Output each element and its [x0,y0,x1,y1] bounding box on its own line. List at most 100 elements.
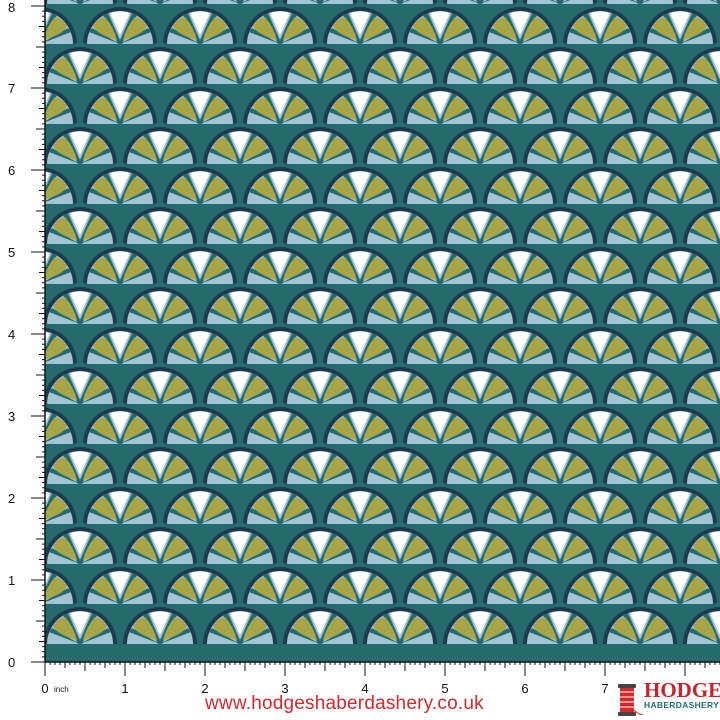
fan-motif [279,203,361,244]
fan-motif [439,523,521,564]
ruler-label: 0 [8,655,15,670]
fan-motif [479,3,561,44]
fan-motif [199,523,281,564]
fan-motif [679,283,720,324]
fan-motif [359,363,441,404]
fan-motif [479,403,561,444]
fan-motif [439,443,521,484]
fan-motif [119,363,201,404]
ruler-label: 4 [8,327,15,342]
fan-motif [319,483,401,524]
fan-motif [199,0,281,4]
fan-motif [199,603,281,644]
fan-motif [439,603,521,644]
fan-motif [79,83,161,124]
fan-motif [439,283,521,324]
fan-motif [45,43,121,84]
fan-motif [45,83,81,124]
fan-motif [679,43,720,84]
fan-motif [45,0,121,4]
fan-motif [199,363,281,404]
fan-motif [479,323,561,364]
fan-motif [439,123,521,164]
fan-motif [319,3,401,44]
fan-motif [519,443,601,484]
fan-motif [559,243,641,284]
fan-motif [519,43,601,84]
fan-motif [639,243,720,284]
fan-motif [159,3,241,45]
fan-motif [199,443,281,484]
fan-motif [119,523,201,564]
fan-motif [599,43,681,84]
fabric-swatch [45,0,720,662]
fan-motif [399,3,481,44]
ruler-label: 5 [8,245,15,260]
fan-motif [279,443,361,484]
fan-motif [359,123,441,164]
ruler-label: 2 [201,681,208,696]
fan-motif [559,83,641,124]
fan-motif [159,563,241,604]
fan-motif [359,283,441,324]
fan-motif [159,243,241,284]
fan-motif [279,603,361,644]
fan-motif [45,3,81,44]
fan-motif [79,403,161,444]
fan-motif [159,83,241,124]
fan-motif [239,163,321,204]
fan-motif [679,363,720,404]
fan-motif [359,523,441,564]
fan-motif [519,0,601,4]
ruler-label: 7 [8,81,15,96]
fan-motif [439,203,521,244]
fan-motif [319,563,401,604]
fan-motif [239,243,321,284]
fan-motif [45,363,121,404]
fan-motif [359,443,441,484]
ruler-label: 2 [8,491,15,506]
fan-motif [45,243,81,284]
fan-motif [199,43,281,84]
fan-motif [119,203,201,244]
fan-motif [239,323,321,364]
fan-motif [45,163,81,204]
fan-motif [639,83,720,124]
fan-motif [519,123,601,164]
thread-spool-icon [618,684,644,716]
fan-motif [319,83,401,124]
fan-motif [519,603,601,644]
fan-motif [159,483,241,524]
fan-motif [45,563,81,604]
fan-motif [159,323,241,364]
fan-motif [439,363,521,404]
fan-motif [639,163,720,204]
fan-motif [599,363,681,404]
fan-motif [119,603,201,644]
fan-motif [199,123,281,164]
ruler-unit: inch [54,685,69,694]
fan-motif [79,563,161,604]
fan-motif [399,483,481,524]
fan-motif [679,203,720,244]
fan-motif [119,283,201,324]
fan-motif [399,563,481,604]
fan-motif [279,283,361,324]
fan-motif [399,163,481,204]
fan-motif [599,523,681,564]
fan-motif [479,83,561,124]
fan-motif [679,0,720,4]
ruler-label: 5 [441,681,448,696]
fan-motif [679,443,720,484]
fan-motif [599,603,681,644]
fan-motif [79,3,161,44]
fan-motif [399,403,481,444]
website-url[interactable]: www.hodgeshaberdashery.co.uk [205,693,484,714]
fan-motif [519,283,601,324]
fan-motif [119,43,201,84]
fan-motif [679,603,720,644]
fan-motif [559,163,641,204]
ruler-label: 1 [8,573,15,588]
fan-motif [319,323,401,364]
fan-motif [45,603,121,644]
